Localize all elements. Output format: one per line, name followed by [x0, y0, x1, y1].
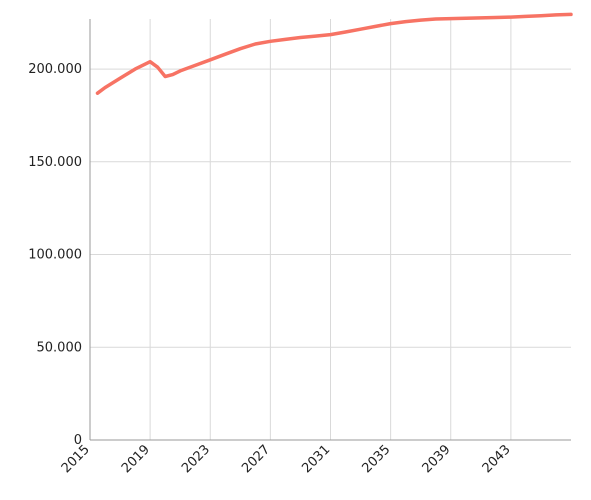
x-tick-label: 2015 — [59, 442, 93, 476]
grid-layer — [90, 19, 571, 440]
x-tick-label: 2019 — [119, 442, 153, 476]
y-tick-label: 50.000 — [37, 340, 83, 355]
tick-labels: 0 50.000 100.000 150.000 200.000 2015 2019 2023… — [28, 62, 513, 476]
axis-layer — [89, 19, 571, 441]
x-tick-label: 2035 — [359, 442, 393, 476]
x-tick-label: 2039 — [420, 442, 454, 476]
y-tick-label: 100.000 — [28, 248, 82, 263]
x-tick-label: 2031 — [299, 442, 333, 476]
x-tick-label: 2023 — [179, 442, 213, 476]
series-layer — [95, 12, 573, 95]
y-tick-label: 200.000 — [28, 62, 82, 77]
y-tick-label: 0 — [74, 433, 82, 448]
x-tick-label: 2043 — [480, 442, 514, 476]
y-tick-label: 150.000 — [28, 155, 82, 170]
series-line — [95, 12, 573, 95]
x-tick-label: 2027 — [239, 442, 273, 476]
